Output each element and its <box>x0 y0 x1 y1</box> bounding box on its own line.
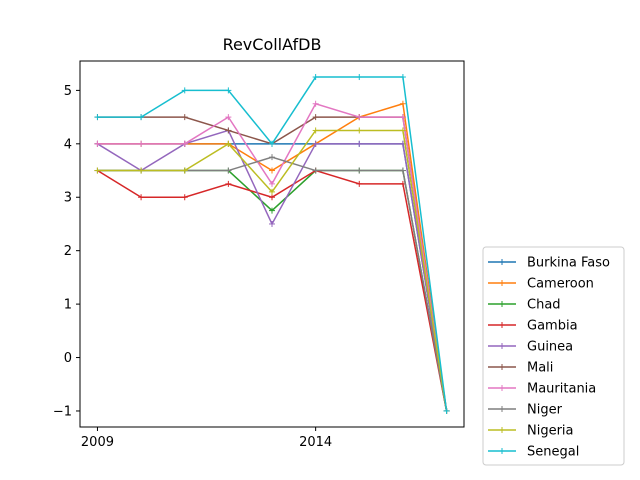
y-tick-label: 2 <box>64 244 72 259</box>
legend-item: Cameroon <box>488 277 594 292</box>
series-line <box>97 169 448 412</box>
axes-frame <box>79 60 465 428</box>
series-line <box>97 102 448 412</box>
legend: Burkina Faso Cameroon Chad Gambia Guinea Mali… <box>482 246 625 466</box>
series-chad <box>94 167 450 414</box>
legend-item: Mali <box>488 361 553 376</box>
legend-item: Burkina Faso <box>488 256 610 271</box>
legend-label: Mauritania <box>527 382 596 397</box>
legend-label: Nigeria <box>527 424 574 439</box>
series-line <box>97 76 448 412</box>
legend-label: Mali <box>527 361 553 376</box>
series-senegal <box>94 74 450 414</box>
y-tick-label: 3 <box>64 191 72 206</box>
legend-item: Niger <box>488 403 563 418</box>
legend-label: Senegal <box>527 445 579 460</box>
legend-label: Gambia <box>527 319 578 334</box>
legend-label: Burkina Faso <box>527 256 610 271</box>
legend-label: Guinea <box>527 340 573 355</box>
legend-item: Guinea <box>488 340 573 355</box>
y-tick-label: −1 <box>53 404 72 419</box>
legend-label: Niger <box>527 403 563 418</box>
y-axis: −1 0 1 2 3 4 5 <box>53 84 80 419</box>
series-line <box>97 102 448 412</box>
x-tick-label: 2014 <box>299 435 332 450</box>
series-line <box>97 169 448 412</box>
legend-box <box>482 246 625 466</box>
legend-label: Cameroon <box>527 277 594 292</box>
y-tick-label: 0 <box>64 351 72 366</box>
series-line <box>97 116 448 412</box>
series-cameroon <box>94 100 450 414</box>
y-tick-label: 1 <box>64 298 72 313</box>
legend-label: Chad <box>527 298 561 313</box>
series-mauritania <box>94 100 450 414</box>
y-tick-label: 5 <box>64 84 72 99</box>
chart-title: RevCollAfDB <box>223 35 322 54</box>
series-nigeria <box>94 127 450 414</box>
legend-item: Senegal <box>488 445 579 460</box>
legend-items: Burkina Faso Cameroon Chad Gambia Guinea Mali… <box>488 256 610 460</box>
x-tick-label: 2009 <box>81 435 114 450</box>
x-axis: 2009 2014 <box>81 427 332 450</box>
plot-area: 2009 2014 −1 0 1 2 3 4 5 <box>53 60 465 450</box>
legend-item: Gambia <box>488 319 578 334</box>
series-layer <box>94 74 450 414</box>
y-tick-label: 4 <box>64 137 72 152</box>
legend-item: Chad <box>488 298 561 313</box>
series-gambia <box>94 167 450 414</box>
legend-item: Mauritania <box>488 382 596 397</box>
legend-item: Nigeria <box>488 424 574 439</box>
